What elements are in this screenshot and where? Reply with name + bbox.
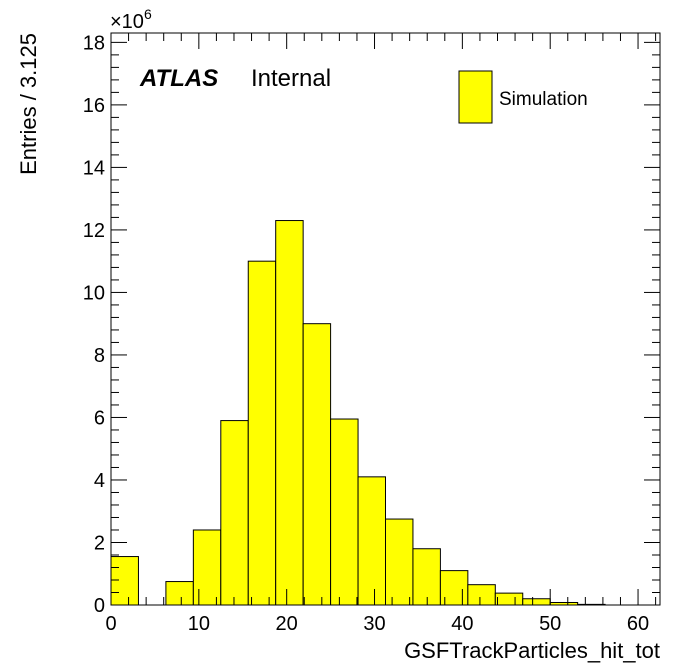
histogram-bar-2 (165, 581, 194, 606)
y-tick-label: 2 (94, 532, 105, 554)
x-tick-label: 0 (105, 613, 116, 635)
histogram-bar-0 (110, 556, 139, 606)
histogram-bar-7 (302, 323, 332, 606)
histogram-bar-5 (247, 260, 277, 606)
axis-ticks (110, 33, 660, 606)
legend-swatch (458, 70, 493, 124)
y-axis-multiplier: ×106 (110, 6, 152, 33)
y-tick-label: 14 (83, 157, 105, 179)
y-tick-label: 12 (83, 220, 105, 242)
histogram-bar-9 (357, 476, 386, 606)
y-axis-title: Entries / 3.125 (16, 33, 41, 175)
histogram-bar-10 (385, 518, 414, 606)
y-tick-label: 0 (94, 595, 105, 617)
atlas-label: ATLAS (139, 65, 218, 92)
internal-label: Internal (251, 65, 331, 92)
histogram-bar-6 (275, 220, 304, 606)
histogram-bar-14 (494, 592, 524, 606)
histogram-bar-4 (220, 420, 249, 606)
y-tick-label: 4 (94, 470, 105, 492)
x-tick-label: 40 (451, 613, 473, 635)
y-tick-label: 18 (83, 32, 105, 54)
legend-label: Simulation (499, 89, 588, 110)
x-tick-label: 30 (363, 613, 385, 635)
histogram-bar-3 (192, 529, 222, 606)
x-tick-label: 10 (188, 613, 210, 635)
y-tick-label: 8 (94, 345, 105, 367)
y-tick-label: 6 (94, 407, 105, 429)
y-tick-label: 16 (83, 95, 105, 117)
histogram-bar-15 (522, 598, 551, 606)
x-tick-label: 20 (276, 613, 298, 635)
x-tick-label: 50 (539, 613, 561, 635)
y-axis-multiplier-exponent: 6 (144, 6, 152, 22)
plot-frame (110, 32, 661, 606)
y-axis-multiplier-base: ×10 (110, 11, 144, 33)
histogram-bar-13 (467, 584, 496, 606)
axis-tick-labels: 0 10 20 30 40 50 60 0 2 4 6 8 10 12 14 16 18 (83, 32, 649, 635)
histogram-bar-11 (412, 548, 441, 606)
y-tick-label: 10 (83, 282, 105, 304)
histogram-bar-8 (330, 418, 359, 606)
x-tick-label: 60 (627, 613, 649, 635)
histogram-bars (110, 220, 606, 606)
x-axis-title: GSFTrackParticles_hit_tot (404, 638, 660, 663)
